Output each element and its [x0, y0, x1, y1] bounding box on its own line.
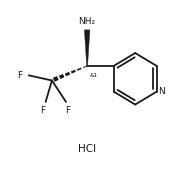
Text: &1: &1: [90, 73, 98, 78]
Text: F: F: [40, 106, 45, 115]
Text: N: N: [158, 87, 165, 96]
Polygon shape: [84, 30, 90, 66]
Text: F: F: [65, 106, 70, 115]
Text: F: F: [17, 71, 22, 80]
Text: NH₂: NH₂: [79, 17, 96, 26]
Text: HCl: HCl: [78, 144, 96, 154]
